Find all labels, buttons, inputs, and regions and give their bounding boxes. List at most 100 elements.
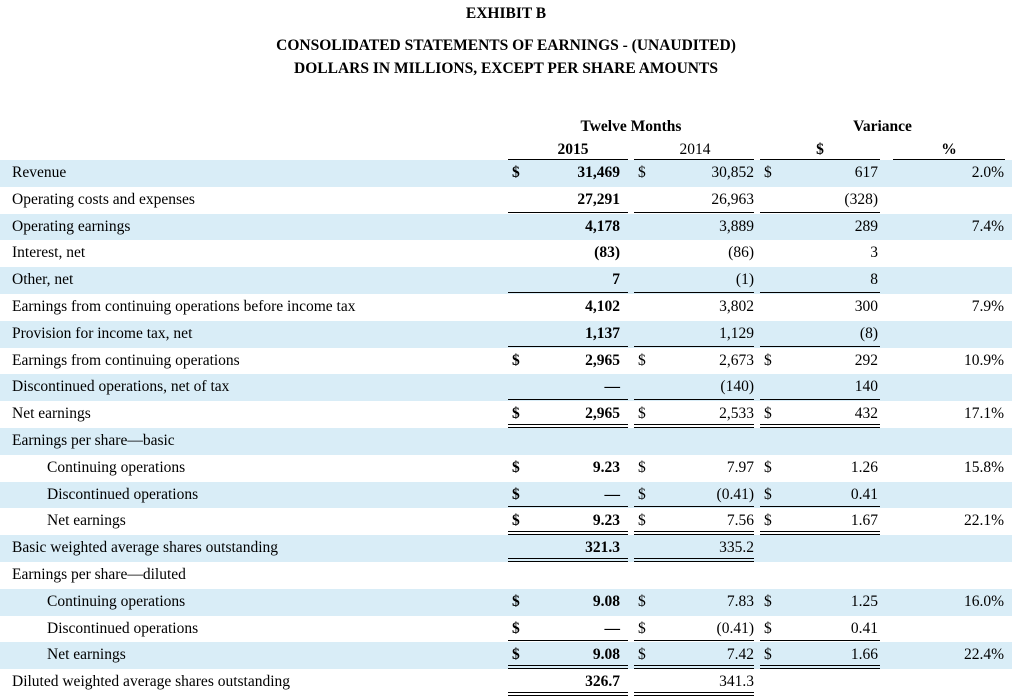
- header-rule-2014: [634, 159, 754, 160]
- statement-subtitle: DOLLARS IN MILLIONS, EXCEPT PER SHARE AM…: [294, 60, 718, 77]
- total-underline: [508, 423, 628, 428]
- value-variance-percent: 17.1%: [963, 405, 1004, 423]
- value-2014: (0.41): [716, 485, 754, 503]
- value-2014: 335.2: [719, 539, 754, 557]
- value-2014: (0.41): [716, 619, 754, 637]
- total-underline: [634, 211, 754, 213]
- total-underline: [634, 345, 754, 347]
- column-group-variance: Variance: [853, 118, 912, 135]
- value-variance-dollar: 3: [870, 244, 878, 262]
- value-variance-dollar: (8): [859, 324, 878, 342]
- value-2014: 3,889: [719, 217, 754, 235]
- column-header-2014: 2014: [679, 141, 711, 158]
- row-label: Earnings per share—basic: [12, 431, 175, 449]
- table-row: Earnings per share—basic: [0, 427, 1012, 455]
- total-underline: [508, 691, 628, 696]
- row-label: Net earnings: [12, 405, 91, 423]
- value-variance-percent: 7.9%: [971, 297, 1004, 315]
- column-header-variance-percent: %: [941, 141, 957, 158]
- table-row: Net earnings $2,965 $2,533 $432 17.1%: [0, 401, 1012, 428]
- row-label: Diluted weighted average shares outstand…: [12, 673, 291, 691]
- value-2015: 4,178: [585, 217, 620, 235]
- total-underline: [634, 506, 754, 508]
- value-variance-percent: [900, 321, 1004, 348]
- currency-symbol-variance: $: [764, 619, 772, 637]
- value-variance-percent: [900, 482, 1004, 509]
- table-row: Earnings from continuing operations befo…: [0, 294, 1012, 321]
- value-2014: (86): [728, 244, 754, 262]
- currency-symbol-2014: $: [638, 619, 646, 637]
- total-underline: [508, 557, 628, 562]
- value-variance-dollar: 1.26: [850, 458, 878, 476]
- value-variance-percent: 15.8%: [963, 458, 1004, 476]
- value-variance-dollar: 140: [854, 378, 878, 396]
- value-2014: 7.97: [726, 458, 754, 476]
- value-variance-dollar: [781, 669, 878, 696]
- exhibit-label: EXHIBIT B: [465, 5, 547, 22]
- currency-symbol-variance: $: [764, 164, 772, 181]
- value-2014: 2,533: [719, 405, 754, 423]
- value-variance-percent: [900, 240, 1004, 267]
- value-variance-percent: 2.0%: [971, 164, 1004, 181]
- currency-symbol-2015: $: [512, 405, 520, 423]
- row-label: Earnings from continuing operations befo…: [12, 297, 356, 315]
- row-label: Earnings per share—diluted: [12, 565, 186, 583]
- value-variance-percent: [900, 428, 1004, 455]
- currency-symbol-2015: $: [512, 512, 520, 530]
- currency-symbol-2015: $: [512, 619, 520, 637]
- currency-symbol-2014: $: [638, 458, 646, 476]
- value-2014: 2,673: [719, 351, 754, 369]
- currency-symbol-2014: $: [638, 646, 646, 664]
- value-2014: 7.83: [726, 592, 754, 610]
- total-underline: [634, 531, 754, 536]
- currency-symbol-2014: $: [638, 592, 646, 610]
- total-underline: [634, 399, 754, 401]
- row-label: Net earnings: [47, 512, 126, 530]
- table-row: Continuing operations $9.08 $7.83 $1.25 16.0…: [0, 588, 1012, 616]
- total-underline: [634, 423, 754, 428]
- currency-symbol-variance: $: [764, 485, 772, 503]
- currency-symbol-2015: $: [512, 458, 520, 476]
- total-underline: [760, 640, 880, 642]
- value-variance-percent: [900, 616, 1004, 643]
- total-underline: [508, 665, 628, 670]
- row-label: Provision for income tax, net: [12, 324, 193, 342]
- value-2014: 3,802: [719, 297, 754, 315]
- currency-symbol-2015: $: [512, 485, 520, 503]
- earnings-table: Revenue $31,469 $30,852 $617 2.0% Operating c…: [0, 160, 1012, 696]
- total-underline: [634, 691, 754, 696]
- statement-title: CONSOLIDATED STATEMENTS OF EARNINGS - (U…: [276, 37, 736, 54]
- value-variance-dollar: [781, 562, 878, 589]
- value-variance-dollar: 300: [854, 297, 878, 315]
- value-variance-percent: 22.4%: [963, 646, 1004, 664]
- value-2015: 9.23: [592, 512, 620, 530]
- value-2015: 326.7: [585, 673, 620, 691]
- header-rule-variance-dollar: [760, 159, 880, 160]
- total-underline: [760, 345, 880, 347]
- value-variance-dollar: 8: [870, 271, 878, 289]
- total-underline: [508, 211, 628, 213]
- row-label: Continuing operations: [47, 458, 186, 476]
- value-2015: 27,291: [577, 190, 620, 208]
- row-label: Earnings from continuing operations: [12, 351, 240, 369]
- currency-symbol-variance: $: [764, 405, 772, 423]
- value-variance-percent: [900, 562, 1004, 589]
- value-variance-percent: [900, 267, 1004, 294]
- value-2014: 7.42: [726, 646, 754, 664]
- currency-symbol-2014: $: [638, 164, 646, 181]
- value-2014: [655, 428, 754, 455]
- header-rule-2015: [508, 159, 628, 160]
- value-2014: 26,963: [711, 190, 754, 208]
- table-row: Basic weighted average shares outstandin…: [0, 535, 1012, 562]
- row-label: Other, net: [12, 271, 74, 289]
- value-variance-dollar: [781, 535, 878, 562]
- total-underline: [760, 531, 880, 536]
- value-2015: 31,469: [577, 164, 620, 181]
- table-row: Revenue $31,469 $30,852 $617 2.0%: [0, 160, 1012, 187]
- row-label: Interest, net: [12, 244, 86, 262]
- total-underline: [760, 423, 880, 428]
- value-variance-percent: [900, 669, 1004, 696]
- value-2015: 9.23: [592, 458, 620, 476]
- value-variance-dollar: 1.25: [850, 592, 878, 610]
- table-row: Other, net 7 (1) 8: [0, 267, 1012, 294]
